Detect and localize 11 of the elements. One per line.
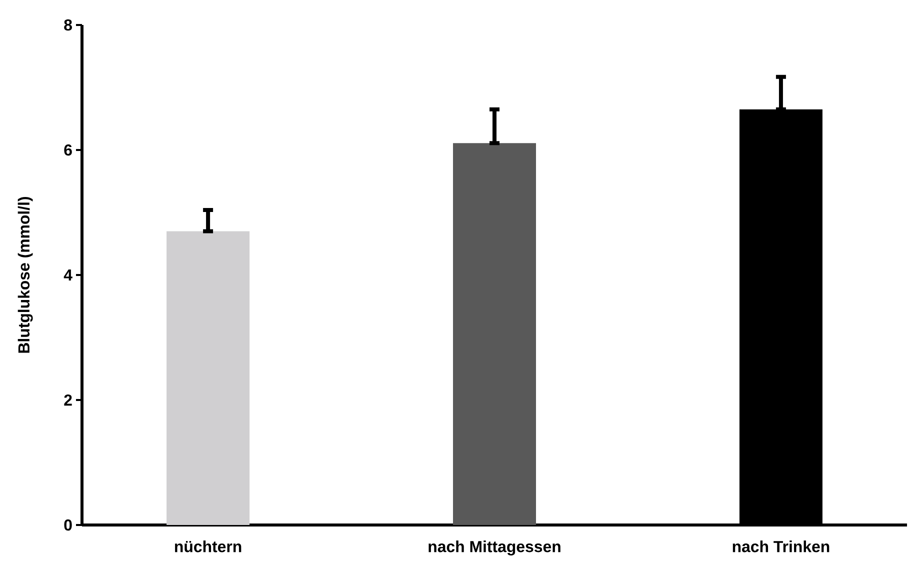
bar bbox=[166, 231, 250, 525]
y-axis-title: Blutglukose (mmol/l) bbox=[18, 196, 33, 353]
x-tick-label: nüchtern bbox=[174, 540, 242, 552]
x-tick-label: nach Mittagessen bbox=[428, 540, 560, 556]
y-tick-label: 2 bbox=[64, 394, 72, 406]
y-tick-label: 6 bbox=[64, 144, 72, 156]
x-tick-label: nach Trinken bbox=[732, 540, 830, 552]
y-tick-label: 8 bbox=[64, 19, 72, 31]
y-tick-label: 0 bbox=[64, 519, 72, 531]
bar bbox=[453, 143, 536, 525]
y-tick-label: 4 bbox=[64, 270, 72, 280]
